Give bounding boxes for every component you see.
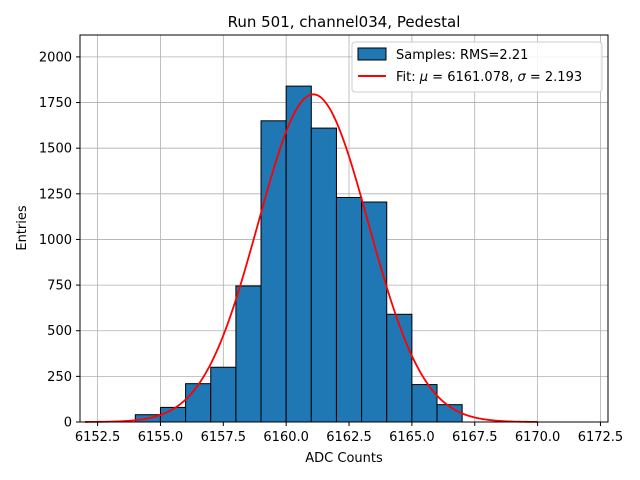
histogram-bar: [361, 201, 388, 423]
y-tick-label: 250: [47, 370, 72, 385]
histogram-bar: [235, 285, 262, 423]
histogram-bar: [260, 120, 287, 423]
x-tick-label: 6165.0: [389, 430, 435, 445]
chart-title: Run 501, channel034, Pedestal: [228, 13, 461, 31]
y-tick-label: 1250: [39, 187, 72, 202]
legend-histogram-label: Samples: RMS=2.21: [396, 48, 528, 63]
x-tick-label: 6167.5: [452, 430, 498, 445]
x-tick-label: 6157.5: [201, 430, 247, 445]
x-tick-label: 6160.0: [263, 430, 309, 445]
y-tick-label: 0: [64, 416, 72, 431]
histogram-bar: [310, 127, 337, 423]
x-axis-ticks: 6152.5 6155.0 6157.5 6160.0 6162.5 6165.0 6167…: [75, 422, 623, 445]
histogram-bar: [335, 196, 363, 423]
y-tick-label: 750: [47, 279, 72, 294]
y-axis-ticks: 0 250 500 750 1000 1250 1500 1750 2000: [39, 50, 80, 431]
x-tick-label: 6155.0: [138, 430, 184, 445]
histogram-bars: [134, 85, 463, 423]
legend: Samples: RMS=2.21 Fit: μ = 6161.078, σ =…: [351, 41, 603, 93]
x-tick-label: 6170.0: [515, 430, 561, 445]
y-tick-label: 500: [47, 324, 72, 339]
histogram-bar: [386, 313, 413, 423]
fit-curve: [85, 93, 538, 423]
legend-histogram-swatch: [357, 47, 387, 61]
y-tick-label: 1750: [39, 96, 72, 111]
x-tick-label: 6162.5: [326, 430, 372, 445]
x-tick-label: 6152.5: [75, 430, 121, 445]
legend-box: [351, 41, 603, 93]
y-axis-label: Entries: [15, 205, 30, 251]
legend-fit-label: Fit: μ = 6161.078, σ = 2.193: [396, 70, 582, 85]
x-tick-label: 6172.5: [578, 430, 624, 445]
y-tick-label: 2000: [39, 50, 72, 65]
histogram-bar: [210, 366, 237, 423]
plot-frame: [79, 34, 609, 423]
y-tick-label: 1000: [39, 233, 72, 248]
histogram-bar: [185, 383, 212, 423]
histogram-bar: [285, 85, 312, 423]
y-tick-label: 1500: [39, 142, 72, 157]
fit-curve-group: [85, 93, 538, 423]
x-axis-label: ADC Counts: [305, 451, 383, 466]
